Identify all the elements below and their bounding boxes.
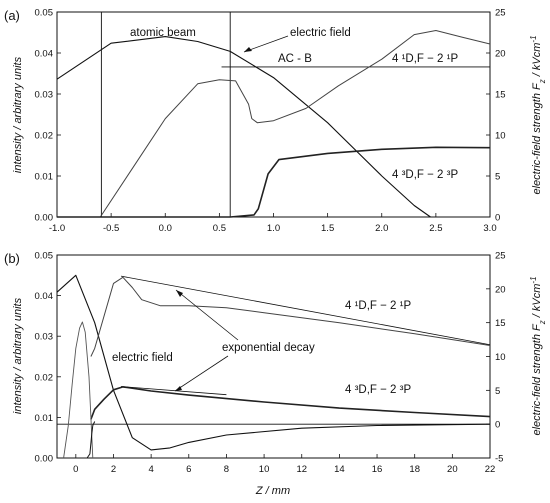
panel-a-reference-lines [100, 12, 490, 217]
annotation-arrow-decay-2 [174, 355, 229, 392]
y-tick-label: 0.03 [35, 90, 54, 101]
panel-a-frame [56, 11, 491, 218]
arrowhead-decay-2 [175, 386, 182, 391]
panel-a-y2-ticks: 0 5 10 15 20 25 [486, 8, 506, 224]
x-tick-label: 0.0 [159, 223, 172, 234]
annotation-exponential-decay: exponential decay [222, 342, 315, 354]
x-tick-label: 2 [111, 464, 116, 475]
y-tick-label: 0.03 [35, 332, 54, 343]
y2-tick-label: 25 [495, 8, 506, 19]
annotation-triplet-b: 4 ³D,F − 2 ³P [345, 384, 411, 396]
panel-a-x-ticks: -1.0 -0.5 0.0 0.5 1.0 1.5 2.0 2.5 3.0 [49, 213, 497, 234]
y2-tick-label: 10 [495, 131, 506, 142]
x-tick-label: 8 [224, 464, 229, 475]
panel-b-x-ticks: 0 2 4 6 8 10 12 14 16 18 20 22 [73, 454, 495, 475]
y2-tick-label: -5 [495, 454, 503, 465]
y2-tick-label: 20 [495, 284, 506, 295]
annotation-singlet-a: 4 ¹D,F − 2 ¹P [392, 53, 458, 65]
panel-b: (b) intensity / arbitrary units electric… [4, 251, 547, 498]
annotation-arrow-electric-field-a [243, 35, 289, 53]
panel-b-series [56, 274, 491, 459]
arrowhead-decay-1 [176, 290, 183, 297]
panel-b-x-axis-label: Z / mm [255, 485, 290, 497]
panel-a-y2-axis-label: electric-field strength Fz / kVcm-1 [529, 35, 547, 194]
x-tick-label: 16 [372, 464, 383, 475]
y2-tick-label: 0 [495, 213, 500, 224]
series-line [90, 276, 491, 357]
y-tick-label: 0.04 [35, 291, 54, 302]
y2-tick-label: 0 [495, 420, 500, 431]
annotation-arrow-decay-1 [175, 289, 239, 341]
annotation-atomic-beam: atomic beam [130, 27, 196, 39]
y-tick-label: 0.02 [35, 372, 54, 383]
x-tick-label: 12 [296, 464, 307, 475]
x-tick-label: 4 [148, 464, 153, 475]
annotation-singlet-b: 4 ¹D,F − 2 ¹P [345, 300, 411, 312]
x-tick-label: 22 [485, 464, 496, 475]
annotation-electric-field-b: electric field [112, 352, 173, 364]
y-tick-label: 0.05 [35, 8, 54, 19]
panel-a-y-axis-label: intensity / arbitrary units [12, 56, 24, 173]
annotation-electric-field-a: electric field [290, 27, 351, 39]
x-tick-label: 1.0 [267, 223, 280, 234]
y2-tick-label: 15 [495, 90, 506, 101]
series-line [90, 386, 491, 420]
panel-a: (a) intensity / arbitrary units electric… [4, 8, 547, 235]
y2-tick-label: 25 [495, 251, 506, 262]
y-tick-label: 0.04 [35, 49, 54, 60]
x-tick-label: 10 [259, 464, 270, 475]
series-line [56, 36, 431, 218]
y-tick-label: 0.00 [35, 213, 54, 224]
x-tick-label: 2.5 [429, 223, 442, 234]
x-tick-label: 0.5 [213, 223, 226, 234]
y2-tick-label: 20 [495, 49, 506, 60]
series-line [57, 146, 491, 218]
decay-fit-line [120, 386, 227, 396]
x-tick-label: 0 [73, 464, 78, 475]
x-tick-label: 1.5 [321, 223, 334, 234]
decay-fit-line [120, 275, 491, 346]
series-line [99, 30, 491, 218]
panel-b-y-ticks: 0.00 0.01 0.02 0.03 0.04 0.05 [35, 251, 61, 465]
x-tick-label: 18 [409, 464, 420, 475]
x-tick-label: -0.5 [103, 223, 119, 234]
x-tick-label: 20 [447, 464, 458, 475]
x-tick-label: 2.0 [375, 223, 388, 234]
x-tick-label: 3.0 [483, 223, 496, 234]
series-line [86, 421, 96, 459]
panel-a-label: (a) [4, 8, 20, 23]
series-line [56, 274, 491, 451]
panel-a-series [56, 30, 491, 218]
y-tick-label: 0.01 [35, 413, 54, 424]
y-tick-label: 0.01 [35, 172, 54, 183]
annotation-triplet-a: 4 ³D,F − 2 ³P [392, 169, 458, 181]
annotation-ac-b: AC - B [278, 53, 312, 65]
y-tick-label: 0.00 [35, 454, 54, 465]
panel-b-y-axis-label: intensity / arbitrary units [12, 297, 24, 414]
y2-tick-label: 5 [495, 386, 500, 397]
x-tick-label: 6 [186, 464, 191, 475]
x-tick-label: -1.0 [49, 223, 65, 234]
y2-tick-label: 15 [495, 318, 506, 329]
y-tick-label: 0.02 [35, 131, 54, 142]
panel-b-label: (b) [4, 251, 20, 266]
y2-tick-label: 10 [495, 352, 506, 363]
series-line [63, 321, 94, 459]
y2-tick-label: 5 [495, 172, 500, 183]
panel-b-y2-axis-label: electric-field strength Fz / kVcm-1 [529, 276, 547, 435]
y-tick-label: 0.05 [35, 251, 54, 262]
arrowhead-electric-field-a [244, 47, 252, 52]
x-tick-label: 14 [334, 464, 345, 475]
panel-b-y2-ticks: -5 0 5 10 15 20 25 [486, 251, 506, 465]
